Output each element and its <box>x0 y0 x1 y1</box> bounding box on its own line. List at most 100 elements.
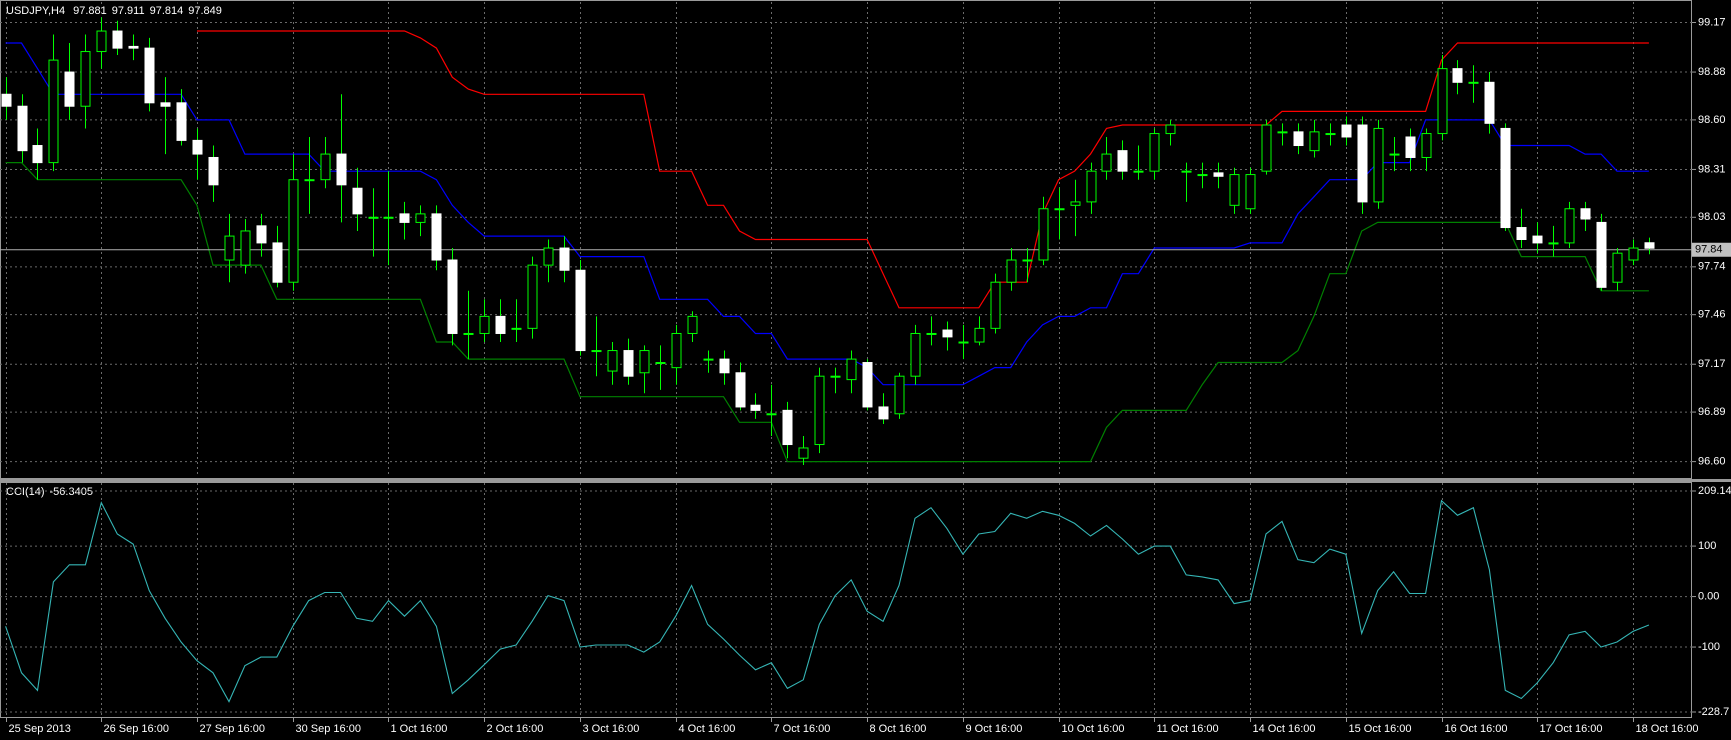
candle-body <box>383 216 394 219</box>
candle-body <box>1086 170 1097 203</box>
x-tick-label: 2 Oct 16:00 <box>487 723 544 735</box>
indicator-line <box>5 499 1650 703</box>
candle-body <box>288 179 299 283</box>
main-panel-frame <box>0 0 1692 479</box>
candle-body <box>1309 131 1320 152</box>
x-tick-label: 7 Oct 16:00 <box>774 723 831 735</box>
candle-body <box>320 153 331 181</box>
candle-body <box>1484 81 1495 124</box>
candle-body <box>1596 221 1607 288</box>
candle-body <box>655 362 666 365</box>
indicator-panel-frame <box>0 482 1692 718</box>
y-tick-label: 97.46 <box>1698 309 1726 321</box>
candle-body <box>1468 81 1479 84</box>
candle-body <box>894 375 905 415</box>
channel-line <box>197 30 1649 309</box>
x-tick-label: 26 Sep 16:00 <box>104 723 169 735</box>
candle-body <box>782 409 793 446</box>
candle-body <box>830 375 841 378</box>
candle-body <box>447 259 458 334</box>
candle-body <box>415 213 426 223</box>
candle-body <box>160 102 171 107</box>
x-tick-label: 27 Sep 16:00 <box>200 723 265 735</box>
candle-body <box>304 179 315 182</box>
candle-body <box>1580 208 1591 220</box>
candle-body <box>128 45 139 49</box>
candle-body <box>256 225 267 244</box>
candle-body <box>144 47 155 104</box>
candle-body <box>1389 153 1400 156</box>
y-tick-label: 98.60 <box>1698 114 1726 126</box>
candle-body <box>719 358 730 374</box>
candle-body <box>1421 133 1432 158</box>
candle-body <box>607 350 618 372</box>
candle-body <box>1564 208 1575 244</box>
candle-body <box>1261 124 1272 172</box>
header-close: 97.849 <box>188 5 222 17</box>
candle-body <box>463 332 474 335</box>
candle-body <box>1229 174 1240 206</box>
bid-label: 97.84 <box>1695 244 1723 256</box>
y-tick-label: 209.14 <box>1698 485 1731 497</box>
candle-body <box>798 447 809 459</box>
candle-body <box>910 332 921 377</box>
y-tick-label: 99.17 <box>1698 16 1726 28</box>
x-tick-label: 15 Oct 16:00 <box>1349 723 1412 735</box>
candle-body <box>1197 174 1208 177</box>
candle-body <box>543 247 554 266</box>
candle-body <box>511 327 522 330</box>
candle-body <box>1117 150 1128 172</box>
candle-body <box>176 102 187 141</box>
candle-body <box>64 71 75 107</box>
candle-body <box>703 358 714 361</box>
chart-header: USDJPY,H4 97.881 97.911 97.814 97.849 <box>6 5 222 17</box>
indicator-header: CCI(14) -56.3405 <box>6 486 93 498</box>
indicator-last-value: -56.3405 <box>50 486 93 498</box>
x-tick-label: 1 Oct 16:00 <box>391 723 448 735</box>
candle-body <box>1070 201 1081 206</box>
x-tick-label: 3 Oct 16:00 <box>583 723 640 735</box>
header-low: 97.814 <box>150 5 184 17</box>
candle-body <box>1516 227 1527 240</box>
y-tick-label: 96.60 <box>1698 456 1726 468</box>
candle-body <box>80 51 91 107</box>
y-tick-label: 97.74 <box>1698 261 1726 273</box>
candle-body <box>1181 170 1192 173</box>
candle-body <box>1133 170 1144 173</box>
x-tick-label: 8 Oct 16:00 <box>870 723 927 735</box>
candle-body <box>336 153 347 186</box>
candle-body <box>96 30 107 53</box>
candle-body <box>575 269 586 352</box>
candle-body <box>1 93 12 107</box>
candle-body <box>240 230 251 266</box>
candle-body <box>1325 133 1336 136</box>
y-tick-label: 98.31 <box>1698 163 1726 175</box>
candle-body <box>352 187 363 215</box>
x-tick-label: 14 Oct 16:00 <box>1253 723 1316 735</box>
candle-body <box>878 406 889 420</box>
channel-line <box>5 162 1649 463</box>
candle-body <box>1437 68 1448 135</box>
y-tick-label: 98.88 <box>1698 66 1726 78</box>
candle-body <box>1277 131 1288 134</box>
x-tick-label: 18 Oct 16:00 <box>1636 723 1699 735</box>
candle-body <box>1165 124 1176 135</box>
candle-body <box>368 216 379 219</box>
candle-body <box>1038 208 1049 261</box>
candle-body <box>1006 259 1017 283</box>
candle-body <box>32 145 43 164</box>
candle-body <box>527 264 538 329</box>
candle-body <box>399 213 410 223</box>
candle-body <box>1101 153 1112 172</box>
candle-body <box>1213 172 1224 177</box>
candle-body <box>1054 208 1065 211</box>
y-tick-label: 0.00 <box>1698 590 1719 602</box>
candle-body <box>48 59 59 164</box>
header-high: 97.911 <box>112 5 145 17</box>
candle-body <box>17 105 28 152</box>
candle-body <box>766 413 777 416</box>
x-tick-label: 10 Oct 16:00 <box>1062 723 1125 735</box>
candle-body <box>958 341 969 344</box>
candle-body <box>1452 68 1463 83</box>
